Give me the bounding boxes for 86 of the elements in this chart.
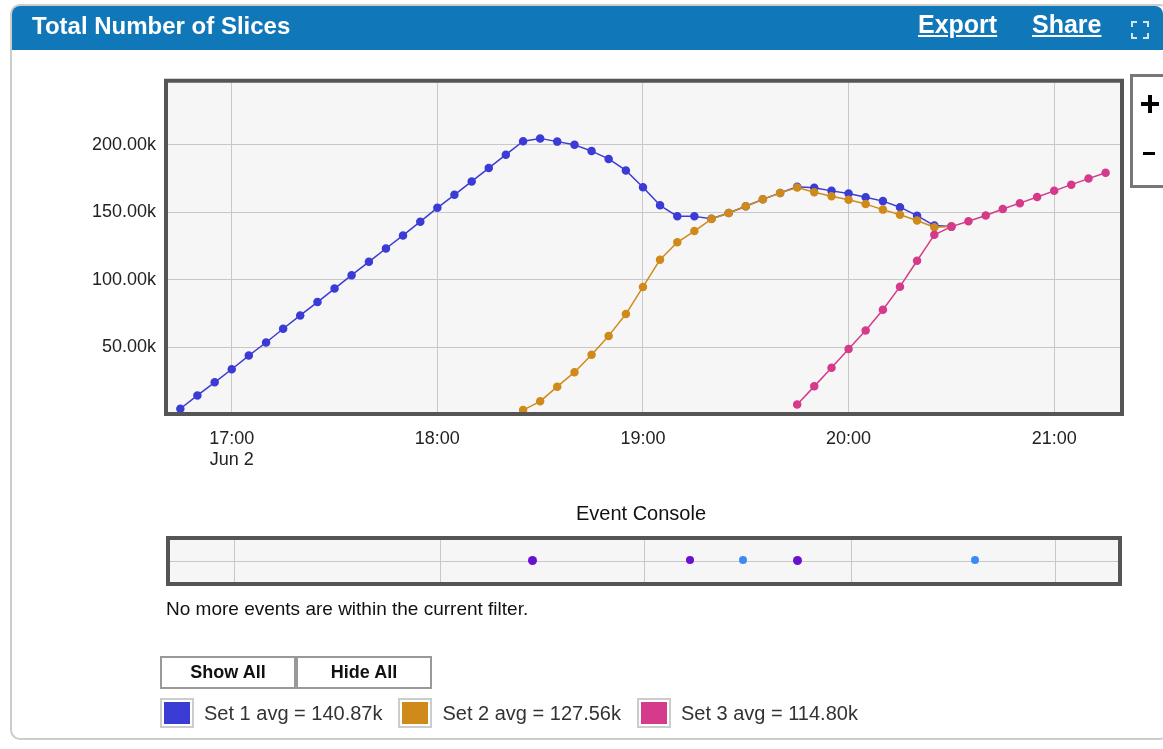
point bbox=[587, 146, 596, 156]
point bbox=[690, 212, 699, 221]
x-tick-label: 18:00 bbox=[414, 427, 460, 448]
point bbox=[381, 244, 391, 253]
point bbox=[844, 344, 853, 354]
point bbox=[998, 204, 1008, 214]
point bbox=[1084, 174, 1093, 183]
point bbox=[604, 154, 613, 164]
point bbox=[912, 256, 922, 266]
y-tick-label: 50.00k bbox=[101, 336, 157, 357]
point bbox=[673, 238, 682, 247]
point bbox=[398, 231, 408, 240]
chart-title: Total Number of Slices bbox=[32, 12, 291, 40]
y-tick-label: 100.00k bbox=[91, 268, 157, 289]
point bbox=[981, 211, 990, 220]
point bbox=[878, 305, 888, 314]
point bbox=[450, 190, 459, 200]
text: Export bbox=[918, 10, 998, 39]
point bbox=[604, 331, 613, 341]
point bbox=[210, 378, 219, 387]
text: Hide All bbox=[296, 656, 432, 689]
point bbox=[638, 282, 648, 292]
point bbox=[1032, 192, 1042, 202]
point bbox=[827, 192, 836, 201]
x-tick-label: 20:00 bbox=[826, 427, 872, 448]
text: Share bbox=[1032, 10, 1102, 39]
point bbox=[827, 363, 836, 372]
point bbox=[690, 226, 699, 236]
point bbox=[484, 163, 494, 173]
point bbox=[535, 134, 545, 143]
point bbox=[655, 201, 665, 210]
point bbox=[227, 364, 236, 374]
point bbox=[433, 203, 442, 213]
point bbox=[278, 324, 288, 334]
point bbox=[1049, 186, 1059, 196]
y-tick-label: 150.00k bbox=[91, 201, 157, 222]
text: Show All bbox=[160, 656, 296, 689]
point bbox=[587, 350, 596, 359]
point bbox=[895, 210, 905, 219]
point bbox=[467, 177, 476, 186]
point bbox=[552, 137, 562, 146]
point bbox=[621, 166, 631, 175]
point bbox=[313, 297, 322, 307]
point bbox=[792, 400, 802, 409]
text: Event Console bbox=[574, 502, 708, 525]
point bbox=[364, 257, 374, 267]
point bbox=[673, 212, 682, 221]
point bbox=[501, 150, 511, 159]
point bbox=[1015, 198, 1025, 208]
point bbox=[621, 309, 631, 319]
point bbox=[552, 382, 562, 391]
point bbox=[1101, 168, 1110, 178]
point bbox=[861, 326, 870, 335]
point bbox=[535, 397, 545, 406]
point bbox=[638, 182, 648, 192]
point bbox=[878, 196, 888, 206]
point bbox=[261, 338, 271, 347]
point bbox=[861, 199, 870, 209]
point bbox=[193, 391, 202, 400]
point bbox=[244, 351, 254, 360]
x-tick-label: 17:00 Jun 2 bbox=[209, 427, 255, 470]
point bbox=[570, 367, 579, 377]
point bbox=[912, 216, 922, 225]
point bbox=[1067, 180, 1076, 189]
legend-label: Set 2 avg = 127.56k bbox=[442, 701, 621, 725]
point bbox=[895, 202, 905, 212]
point bbox=[416, 217, 425, 226]
point bbox=[330, 284, 339, 293]
point bbox=[347, 270, 356, 280]
point bbox=[570, 140, 579, 150]
legend-label: Set 1 avg = 140.87k bbox=[204, 701, 383, 725]
legend-label: Set 3 avg = 114.80k bbox=[680, 701, 858, 725]
point bbox=[295, 311, 305, 320]
y-tick-label: 200.00k bbox=[91, 133, 157, 154]
point bbox=[810, 187, 819, 197]
point bbox=[655, 255, 665, 264]
x-tick-label: 19:00 bbox=[620, 427, 666, 448]
x-tick-label: 21:00 bbox=[1031, 427, 1077, 448]
point bbox=[930, 230, 939, 240]
point bbox=[810, 382, 819, 391]
point bbox=[844, 195, 853, 205]
point bbox=[964, 216, 973, 226]
point bbox=[878, 205, 888, 214]
point bbox=[518, 136, 528, 146]
point bbox=[895, 282, 905, 291]
text: No more events are within the current filter. bbox=[166, 598, 529, 620]
